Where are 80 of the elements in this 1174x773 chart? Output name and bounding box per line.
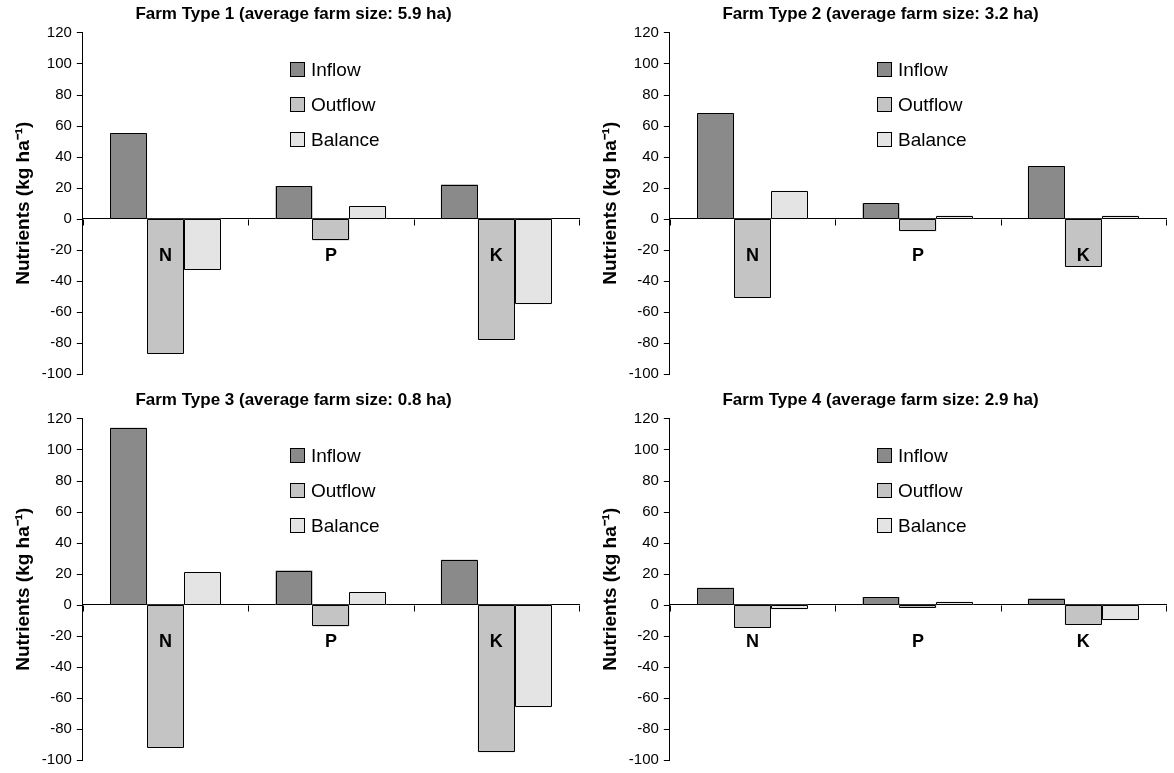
y-tick-label: 20: [642, 563, 659, 581]
y-tick-label: 0: [650, 594, 659, 612]
chart-title: Farm Type 4 (average farm size: 2.9 ha): [722, 389, 1039, 409]
chart-title: Farm Type 3 (average farm size: 0.8 ha): [135, 389, 452, 409]
y-tick-label: 60: [642, 501, 659, 519]
x-tick-label: P: [911, 244, 924, 265]
y-tick-label: 0: [650, 208, 659, 226]
legend-label: Balance: [311, 128, 380, 151]
x-tick-label: N: [159, 630, 173, 651]
legend-label: Outflow: [898, 479, 963, 502]
y-tick-label: 80: [642, 470, 659, 488]
x-tick-label: N: [746, 630, 760, 651]
y-tick-label: 60: [55, 501, 72, 519]
y-tick-label: 40: [642, 146, 659, 164]
x-tick-label: P: [324, 630, 337, 651]
x-tick-label: P: [324, 244, 337, 265]
y-tick-label: -100: [628, 364, 659, 382]
y-tick-label: 80: [55, 470, 72, 488]
y-tick-label: -20: [637, 625, 659, 643]
y-tick-label: -40: [50, 270, 72, 288]
legend-label: Inflow: [311, 58, 361, 81]
x-tick-label: K: [489, 630, 503, 651]
x-tick-label: N: [746, 244, 760, 265]
y-tick-label: -20: [50, 239, 72, 257]
y-tick-label: 100: [46, 53, 72, 71]
chart-title: Farm Type 1 (average farm size: 5.9 ha): [135, 3, 452, 23]
y-tick-label: 20: [642, 177, 659, 195]
y-tick-label: 20: [55, 177, 72, 195]
legend-label: Inflow: [898, 58, 948, 81]
x-tick-label: K: [489, 244, 503, 265]
x-tick-label: K: [1076, 244, 1090, 265]
x-tick-label: P: [911, 630, 924, 651]
y-tick-label: 60: [55, 115, 72, 133]
y-tick-label: -60: [637, 302, 659, 320]
y-tick-label: 0: [63, 208, 72, 226]
y-tick-label: -40: [637, 270, 659, 288]
y-tick-label: 120: [46, 408, 72, 426]
y-tick-label: -40: [637, 656, 659, 674]
y-tick-label: -80: [50, 333, 72, 351]
legend-label: Balance: [898, 128, 967, 151]
y-axis-title: Nutrients (kg ha⁻¹): [11, 121, 33, 285]
y-axis-title: Nutrients (kg ha⁻¹): [11, 507, 33, 671]
y-tick-label: 120: [633, 22, 659, 40]
chart-title: Farm Type 2 (average farm size: 3.2 ha): [722, 3, 1039, 23]
y-tick-label: 40: [55, 532, 72, 550]
y-tick-label: 120: [46, 22, 72, 40]
y-tick-label: -100: [41, 364, 72, 382]
legend-label: Inflow: [898, 444, 948, 467]
y-tick-label: -80: [637, 719, 659, 737]
y-tick-label: -100: [41, 750, 72, 768]
y-tick-label: -80: [50, 719, 72, 737]
legend-label: Inflow: [311, 444, 361, 467]
legend-label: Balance: [311, 514, 380, 537]
y-tick-label: 40: [642, 532, 659, 550]
legend-label: Outflow: [311, 93, 376, 116]
y-axis-title: Nutrients (kg ha⁻¹): [598, 507, 620, 671]
y-tick-label: -20: [50, 625, 72, 643]
y-tick-label: 80: [642, 84, 659, 102]
y-tick-label: 0: [63, 594, 72, 612]
y-tick-label: -40: [50, 656, 72, 674]
y-tick-label: 100: [633, 439, 659, 457]
x-tick-label: K: [1076, 630, 1090, 651]
y-tick-label: 80: [55, 84, 72, 102]
x-tick-label: N: [159, 244, 173, 265]
y-axis-title: Nutrients (kg ha⁻¹): [598, 121, 620, 285]
y-tick-label: 100: [46, 439, 72, 457]
y-tick-label: 100: [633, 53, 659, 71]
legend-label: Outflow: [311, 479, 376, 502]
y-tick-label: 40: [55, 146, 72, 164]
y-tick-label: 20: [55, 563, 72, 581]
y-tick-label: 120: [633, 408, 659, 426]
y-tick-label: -60: [50, 688, 72, 706]
y-tick-label: -60: [637, 688, 659, 706]
y-tick-label: -100: [628, 750, 659, 768]
y-tick-label: 60: [642, 115, 659, 133]
y-tick-label: -60: [50, 302, 72, 320]
legend-label: Balance: [898, 514, 967, 537]
y-tick-label: -20: [637, 239, 659, 257]
y-tick-label: -80: [637, 333, 659, 351]
legend-label: Outflow: [898, 93, 963, 116]
